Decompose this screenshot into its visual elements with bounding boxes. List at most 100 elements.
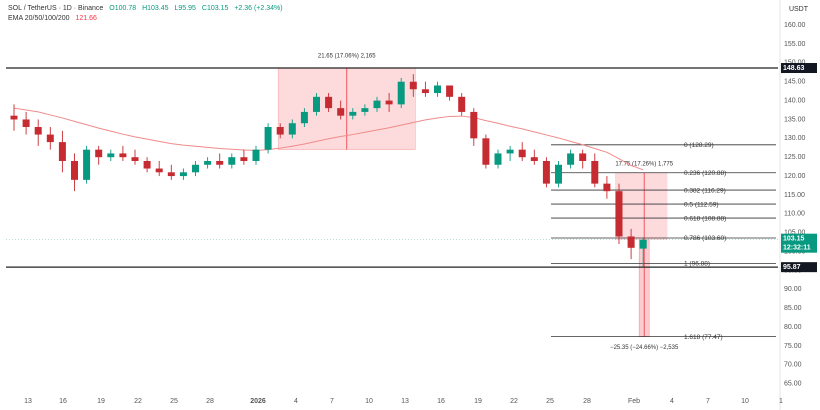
x-tick-label: 16	[437, 398, 445, 405]
x-tick-label: 10	[741, 398, 749, 405]
resistance-price-tag: 148.63	[783, 65, 805, 72]
fib-level-label: 1.618 (77.47)	[684, 334, 723, 341]
y-tick-label: 130.00	[784, 135, 806, 142]
open-value: O100.78	[109, 5, 137, 12]
fib-level-label: 0.5 (112.59)	[684, 201, 719, 208]
y-tick-label: 140.00	[784, 97, 806, 104]
candle-body	[228, 157, 236, 165]
candle-body	[470, 111, 478, 139]
symbol-header: SOL / TetherUS · 1D · Binance O100.78 H1…	[8, 5, 287, 12]
low-value: L95.95	[174, 5, 196, 12]
x-tick-label: 19	[97, 398, 105, 405]
candle-body	[542, 160, 550, 184]
change-value: +2.36 (+2.34%)	[234, 5, 283, 12]
candle-body	[639, 239, 647, 249]
x-tick-label: 13	[24, 398, 32, 405]
y-tick-label: 145.00	[784, 79, 806, 86]
candle-body	[434, 85, 441, 94]
countdown-tag: 12:32:11	[783, 245, 811, 252]
candle-body	[627, 236, 635, 248]
x-tick-label: 22	[510, 398, 518, 405]
x-tick-label: 25	[170, 398, 178, 405]
candle-body	[155, 168, 163, 173]
ema-value: 121.66	[75, 15, 97, 22]
current-price-tag: 103.15	[783, 236, 805, 243]
candle-body	[506, 149, 514, 154]
candle-body	[494, 153, 502, 165]
ema-line	[13, 107, 644, 171]
ema-header: EMA 20/50/100/200 121.66	[8, 15, 101, 22]
candle-body	[252, 149, 260, 161]
candle-body	[34, 127, 42, 135]
y-tick-label: 90.00	[784, 286, 802, 293]
candle-body	[615, 191, 623, 237]
y-tick-label: 110.00	[784, 211, 805, 218]
x-tick-label: 13	[401, 398, 409, 405]
candle-body	[530, 157, 538, 161]
candle-body	[288, 123, 296, 135]
candle-body	[567, 153, 575, 165]
fib-level-label: 0.236 (120.88)	[684, 170, 726, 177]
x-tick-label: 28	[583, 398, 591, 405]
candle-body	[591, 160, 599, 184]
fib-level-label: 1 (96.88)	[684, 261, 710, 268]
current-price-tag-bg	[781, 233, 817, 244]
x-tick-label: 10	[365, 398, 373, 405]
candle-body	[240, 157, 248, 161]
y-tick-label: 155.00	[784, 41, 806, 48]
candle-body	[482, 138, 490, 165]
close-value: C103.15	[201, 5, 229, 12]
candle-body	[421, 89, 429, 94]
high-value: H103.45	[142, 5, 169, 12]
candle-body	[179, 172, 187, 177]
countdown-tag-bg	[781, 242, 817, 253]
x-tick-label: 19	[474, 398, 482, 405]
fib-level-label: 0.382 (116.29)	[684, 187, 726, 194]
measure-drop-extension-label: −25.35 (−24.66%) −2,535	[610, 345, 679, 351]
resistance-price-tag-bg	[781, 63, 817, 74]
candle-body	[603, 183, 611, 192]
candle-body	[446, 85, 454, 97]
x-tick-label: 4	[294, 398, 298, 405]
candle-body	[192, 164, 199, 173]
candle-body	[313, 96, 320, 112]
support-price-tag-bg	[781, 262, 817, 273]
candle-body	[579, 153, 587, 161]
fib-level-label: 0.786 (103.60)	[684, 235, 726, 242]
y-tick-label: 160.00	[784, 22, 806, 29]
candle-body	[95, 149, 103, 158]
x-tick-label: 7	[330, 398, 334, 405]
candle-body	[518, 149, 526, 158]
measure-drop-box	[615, 172, 668, 240]
candle-body	[10, 115, 18, 120]
candle-body	[83, 149, 91, 180]
candle-body	[397, 81, 405, 105]
candle-body	[71, 160, 78, 180]
y-tick-label: 85.00	[784, 305, 802, 312]
x-tick-label: 28	[206, 398, 214, 405]
candle-body	[167, 172, 175, 177]
candle-body	[409, 81, 417, 90]
candle-body	[361, 108, 369, 112]
support-price-tag: 95.87	[783, 264, 801, 271]
x-tick-label: 7	[706, 398, 710, 405]
y-tick-label: 65.00	[784, 381, 802, 388]
x-tick-label: 16	[59, 398, 67, 405]
measure-drop-label: 17.75 (17.26%) 1,775	[615, 161, 673, 167]
y-tick-label: 70.00	[784, 362, 802, 369]
fib-level-label: 0 (128.29)	[684, 142, 714, 149]
x-tick-label: Feb	[628, 398, 640, 405]
candle-body	[143, 160, 151, 169]
candle-body	[349, 111, 357, 116]
x-tick-label: 22	[134, 398, 142, 405]
y-tick-label: 105.00	[784, 230, 806, 237]
candle-body	[216, 160, 224, 165]
candle-body	[46, 134, 54, 143]
y-tick-label: 135.00	[784, 116, 806, 123]
candle-body	[300, 111, 308, 124]
candle-body	[264, 127, 272, 150]
x-tick-label: 25	[546, 398, 554, 405]
x-tick-label: 2026	[250, 398, 266, 405]
candle-body	[204, 160, 212, 165]
